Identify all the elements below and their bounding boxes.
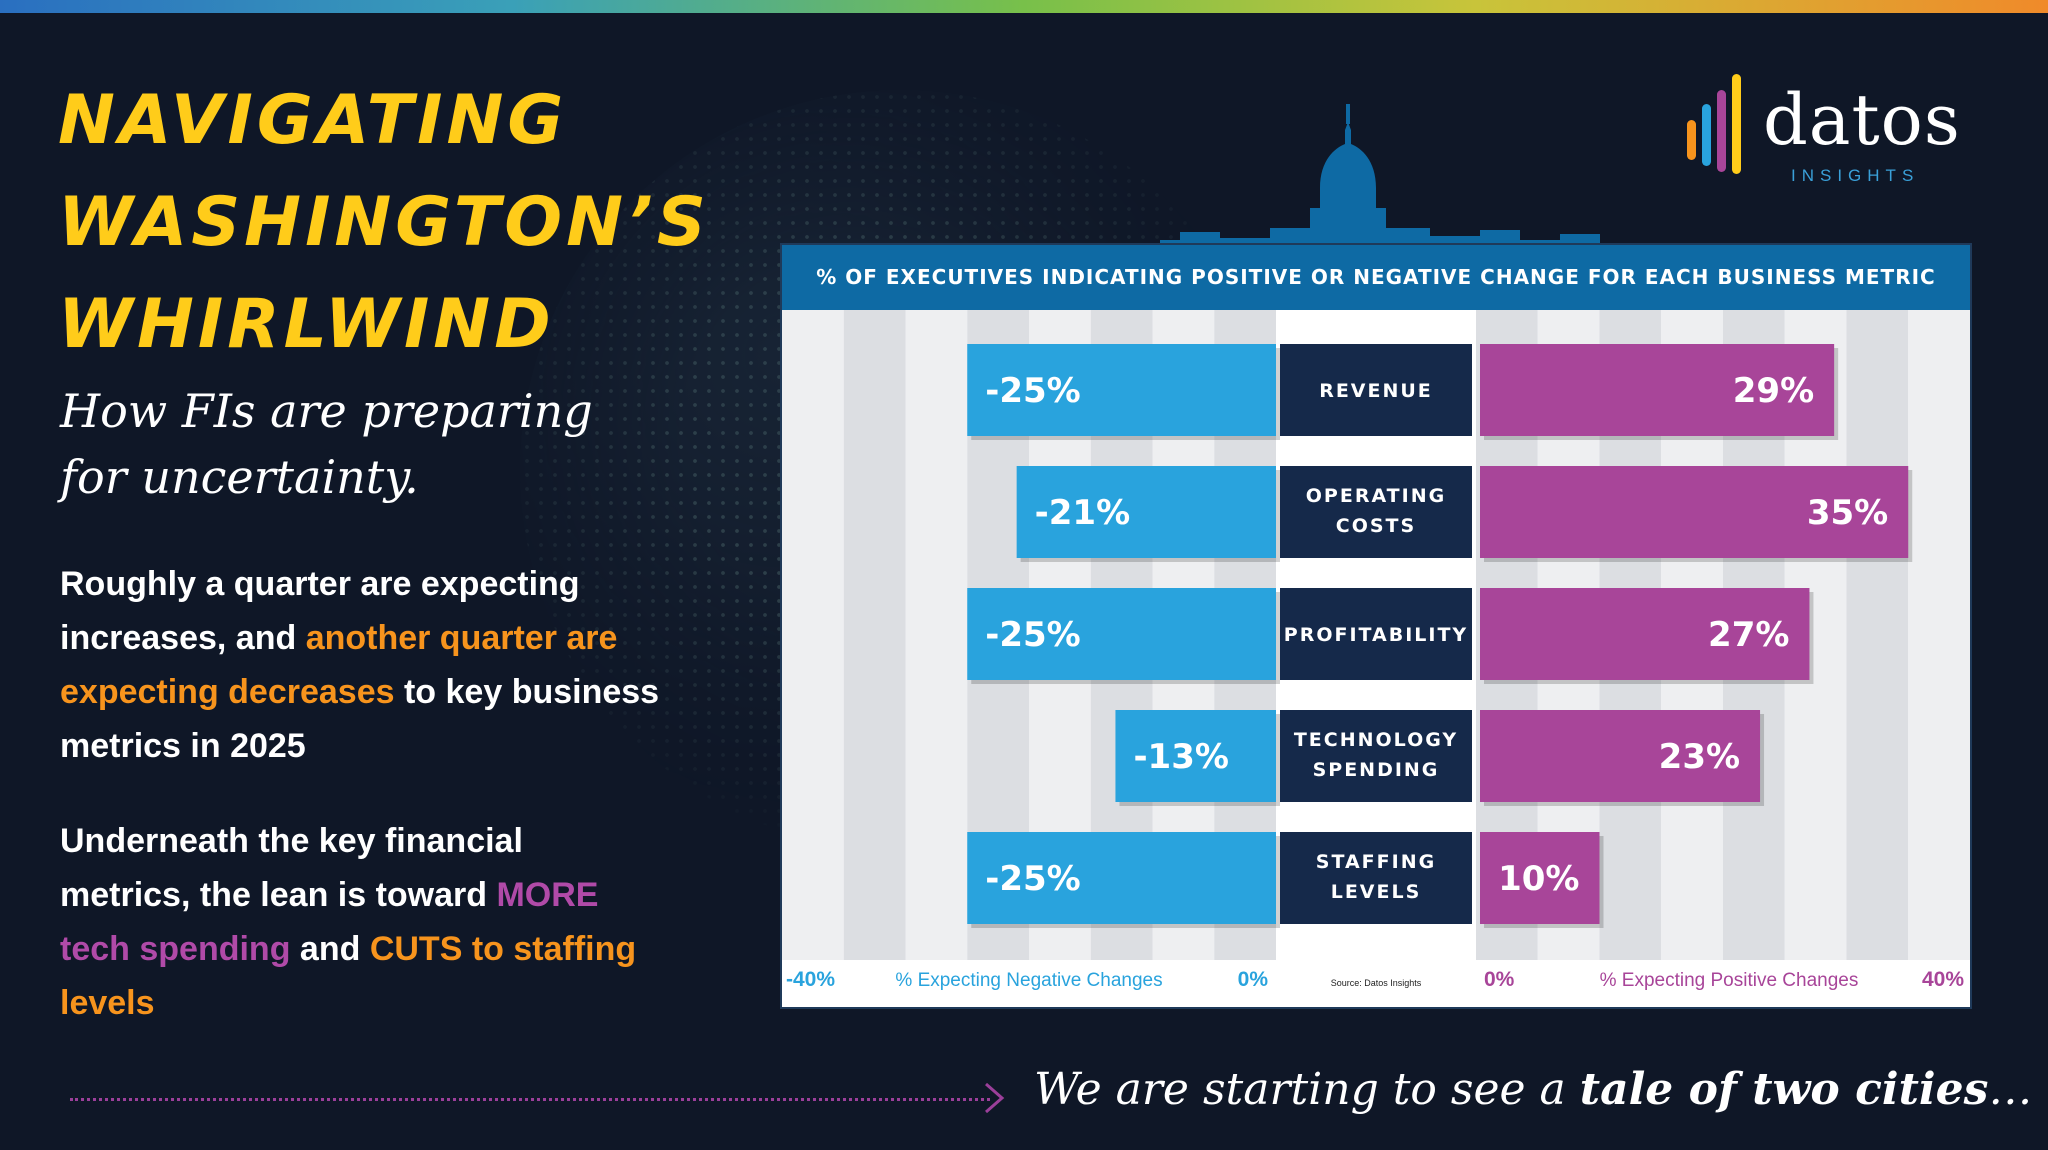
para2-text-a: Underneath the key financial metrics, th… [60, 822, 523, 914]
data-label-positive: 10% [1498, 859, 1579, 899]
dotted-divider [70, 1098, 990, 1101]
para2-staffing-highlight: CUTS to staffing levels [60, 930, 637, 1022]
para1-highlight: another quarter are expecting decreases [60, 619, 618, 711]
category-label-box [1280, 588, 1472, 680]
data-label-negative: -13% [1133, 737, 1229, 777]
data-label-negative: -21% [1035, 493, 1131, 533]
category-label: STAFFING LEVELS [1316, 851, 1436, 903]
data-label-positive: 29% [1733, 371, 1814, 411]
category-label-box [1280, 710, 1472, 802]
tagline-text-c: … [1988, 1064, 2033, 1115]
category-label: TECHNOLOGY SPENDING [1294, 729, 1458, 781]
para1-text-a: Roughly a quarter are expecting increase… [60, 565, 580, 657]
grid-stripe-negative [905, 310, 968, 960]
x-axis-label-positive: % Expecting Positive Changes [1600, 970, 1859, 991]
x-axis-label-negative: % Expecting Negative Changes [895, 970, 1162, 991]
category-label: REVENUE [1319, 380, 1433, 402]
x-tick-label: 0% [1484, 968, 1515, 991]
data-label-negative: -25% [985, 371, 1081, 411]
diverging-bar-chart: REVENUE -25% 29% OPERATING COSTS -21% 35% PROFI… [782, 310, 1970, 1007]
x-tick-label: -40% [786, 968, 835, 991]
data-label-negative: -25% [985, 859, 1081, 899]
data-label-positive: 35% [1807, 493, 1888, 533]
title-line-3: WHIRLWIND [58, 285, 555, 364]
subtitle-line-2: for uncertainty. [60, 450, 419, 504]
category-label-box [1280, 832, 1472, 924]
x-tick-label: 40% [1922, 968, 1964, 991]
title-line-1: NAVIGATING [58, 81, 568, 160]
category-label-box [1280, 344, 1472, 436]
top-gradient-bar [0, 0, 2048, 13]
bar-positive [1480, 466, 1909, 558]
data-label-positive: 23% [1659, 737, 1740, 777]
bar-negative [1115, 710, 1276, 802]
para2-tech-highlight: MORE tech spending [60, 876, 599, 968]
data-label-negative: -25% [985, 615, 1081, 655]
bar-negative [1016, 466, 1276, 558]
logo-wordmark: datos [1763, 79, 1961, 161]
grid-stripe-negative [782, 310, 844, 960]
chart-panel: % OF EXECUTIVES INDICATING POSITIVE OR N… [782, 245, 1970, 1007]
category-label: OPERATING COSTS [1306, 485, 1446, 537]
chart-title: % OF EXECUTIVES INDICATING POSITIVE OR N… [782, 245, 1970, 310]
tagline-text-a: We are starting to see a [1034, 1064, 1580, 1115]
logo-subtext: INSIGHTS [1791, 166, 1920, 185]
page-title: NAVIGATING WASHINGTON’S WHIRLWIND [58, 70, 710, 376]
subtitle-line-1: How FIs are preparing [60, 384, 593, 438]
datos-insights-logo: datos INSIGHTS [1685, 70, 1960, 190]
bar-negative [967, 344, 1276, 436]
tagline-bold: tale of two cities [1579, 1064, 1989, 1115]
chart-source-note: Source: Datos Insights [1331, 978, 1422, 988]
data-label-positive: 27% [1708, 615, 1789, 655]
page-subtitle: How FIs are preparing for uncertainty. [60, 378, 593, 510]
bar-positive [1480, 710, 1761, 802]
logo-bars-icon [1687, 74, 1741, 174]
capitol-skyline-icon [1160, 104, 1600, 250]
category-label-box [1280, 466, 1472, 558]
tagline: We are starting to see a tale of two cit… [1034, 1060, 2032, 1120]
x-tick-label: 0% [1238, 968, 1269, 991]
bar-positive [1480, 344, 1835, 436]
para1-text-c: to key business metrics in 2025 [60, 673, 660, 765]
bar-negative [967, 588, 1276, 680]
bar-positive [1480, 588, 1810, 680]
bar-positive [1480, 832, 1600, 924]
chevron-right-icon [985, 1082, 1005, 1114]
summary-paragraph-1: Roughly a quarter are expecting increase… [60, 557, 660, 773]
bar-negative [967, 832, 1276, 924]
grid-stripe-negative [843, 310, 906, 960]
para2-text-c: and [290, 930, 370, 968]
title-line-2: WASHINGTON’S [58, 183, 710, 262]
category-label: PROFITABILITY [1284, 624, 1468, 646]
summary-paragraph-2: Underneath the key financial metrics, th… [60, 814, 660, 1030]
grid-stripe-positive [1846, 310, 1909, 960]
grid-stripe-positive [1908, 310, 1970, 960]
